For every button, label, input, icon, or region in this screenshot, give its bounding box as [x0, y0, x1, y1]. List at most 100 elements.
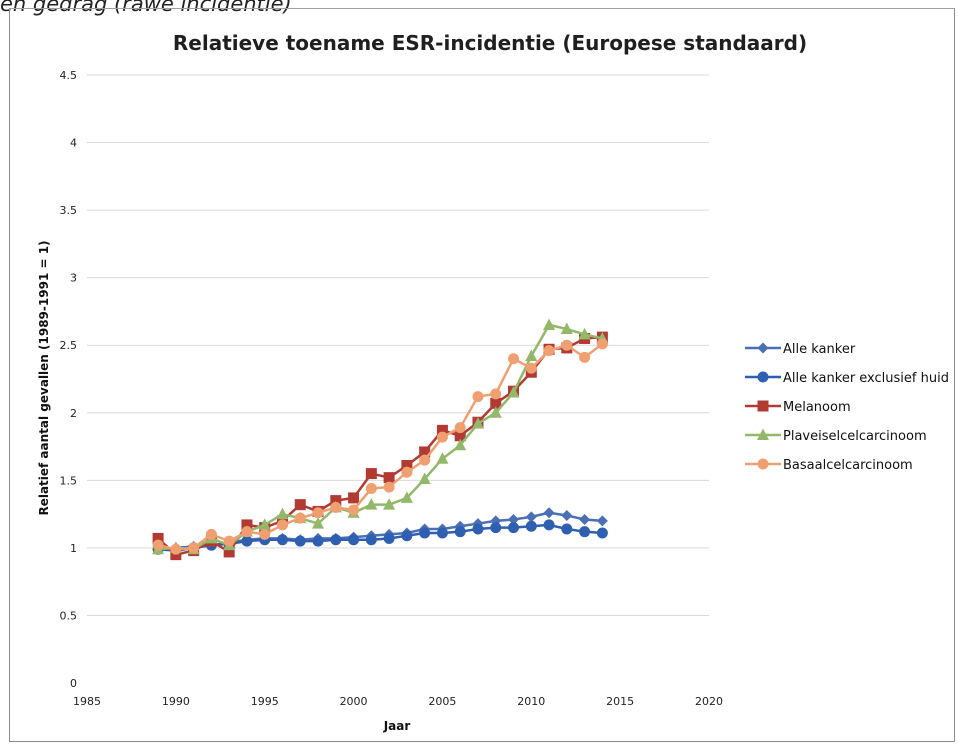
data-point — [596, 527, 608, 539]
data-point — [507, 386, 520, 398]
chart-title: Relatieve toename ESR-incidentie (Europe… — [173, 31, 807, 55]
data-point — [490, 388, 502, 400]
data-point — [543, 519, 555, 531]
data-point — [543, 345, 555, 357]
data-point — [312, 535, 324, 547]
data-point — [223, 535, 235, 547]
data-point — [578, 327, 591, 340]
x-tick-label: 2015 — [606, 695, 634, 708]
data-point — [401, 530, 413, 542]
data-point — [560, 322, 573, 335]
legend-item: Alle kanker — [745, 342, 856, 357]
y-axis-ticks: 0 0.5 1 1.5 2 2.5 3 3.5 4 4.5 — [60, 69, 78, 690]
data-point — [419, 527, 431, 539]
y-tick-label: 4 — [70, 137, 77, 150]
data-point — [170, 543, 182, 555]
y-axis-label: Relatief aantal gevallen (1989-1991 = 1) — [37, 240, 51, 515]
data-point — [205, 528, 217, 540]
data-point — [312, 507, 324, 519]
x-tick-label: 1985 — [73, 695, 101, 708]
data-point — [365, 468, 377, 480]
x-tick-label: 2000 — [340, 695, 368, 708]
data-point — [579, 351, 591, 363]
data-point — [525, 511, 537, 523]
data-point — [365, 534, 377, 546]
data-point — [276, 534, 288, 546]
y-tick-label: 2.5 — [60, 339, 78, 352]
data-point — [383, 481, 395, 493]
series-group — [152, 318, 609, 561]
x-tick-label: 2010 — [517, 695, 545, 708]
data-point — [525, 362, 537, 374]
data-point — [330, 501, 342, 513]
data-point — [454, 526, 466, 538]
x-axis-ticks: 1985 1990 1995 2000 2005 2010 2015 2020 — [73, 695, 723, 708]
data-point — [561, 509, 573, 521]
legend-label: Basaalcelcarcinoom — [783, 458, 913, 473]
data-point — [757, 371, 769, 383]
data-point — [508, 522, 520, 534]
data-point — [383, 498, 396, 510]
legend-label: Plaveiselcelcarcinoom — [783, 429, 927, 444]
data-point — [454, 430, 466, 442]
data-point — [312, 517, 325, 529]
data-point — [294, 535, 306, 547]
data-point — [152, 539, 164, 551]
x-tick-label: 1995 — [251, 695, 279, 708]
series-5 — [152, 338, 608, 555]
y-tick-label: 3 — [70, 272, 77, 285]
data-point — [757, 400, 769, 412]
data-point — [490, 522, 502, 534]
data-point — [383, 472, 395, 484]
legend-item: Plaveiselcelcarcinoom — [745, 428, 927, 444]
data-point — [757, 428, 769, 440]
legend-label: Alle kanker — [783, 342, 856, 357]
data-point — [543, 507, 555, 519]
data-point — [508, 353, 520, 365]
y-tick-label: 2 — [70, 407, 77, 420]
y-tick-label: 3.5 — [60, 204, 78, 217]
data-point — [436, 431, 448, 443]
chart-frame — [9, 8, 955, 742]
y-tick-label: 0.5 — [60, 609, 78, 622]
data-point — [188, 542, 200, 554]
legend-item: Basaalcelcarcinoom — [745, 458, 913, 473]
data-point — [472, 523, 484, 535]
data-point — [525, 349, 538, 362]
data-point — [490, 397, 502, 409]
data-point — [436, 452, 449, 464]
data-point — [401, 466, 413, 478]
y-tick-label: 1 — [70, 542, 77, 555]
data-point — [436, 424, 448, 436]
data-point — [579, 526, 591, 538]
data-point — [757, 458, 769, 470]
data-point — [561, 339, 573, 351]
data-point — [241, 535, 253, 547]
data-point — [294, 499, 306, 511]
data-point — [508, 514, 520, 526]
legend-item: Alle kanker exclusief huid — [745, 371, 949, 386]
data-point — [454, 438, 467, 451]
x-tick-label: 1990 — [162, 695, 190, 708]
data-point — [330, 495, 342, 507]
x-axis-label: Jaar — [383, 719, 411, 733]
data-point — [330, 534, 342, 546]
data-point — [418, 472, 431, 484]
data-point — [294, 512, 306, 524]
data-point — [348, 492, 360, 504]
data-point — [419, 454, 431, 466]
y-tick-label: 4.5 — [60, 69, 78, 82]
data-point — [223, 546, 235, 558]
data-point — [259, 528, 271, 540]
data-point — [757, 342, 769, 354]
data-point — [241, 526, 253, 538]
data-point — [348, 504, 360, 516]
legend-item: Melanoom — [745, 400, 851, 415]
data-point — [543, 318, 556, 330]
data-point — [348, 534, 360, 546]
data-point — [436, 527, 448, 539]
legend-label: Melanoom — [783, 400, 851, 415]
data-point — [419, 446, 431, 458]
data-point — [241, 519, 253, 531]
